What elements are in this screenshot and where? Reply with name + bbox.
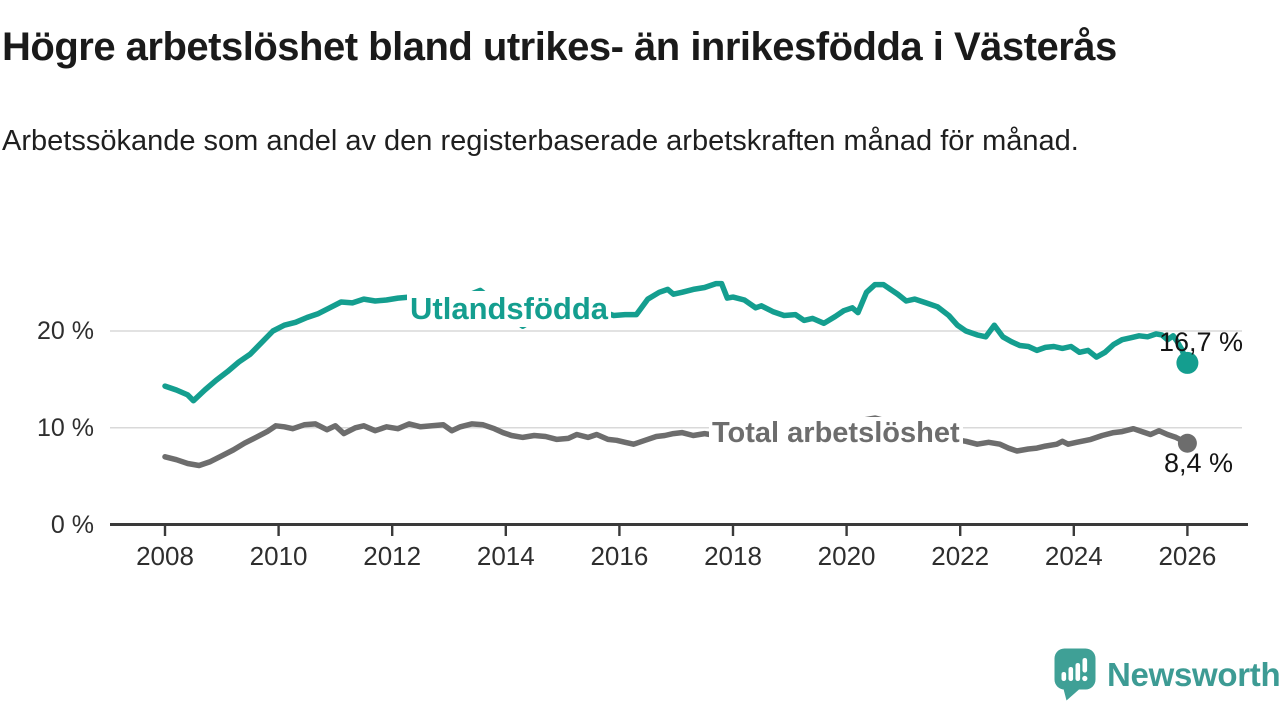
x-tick-label-2024: 2024 [1044,541,1103,571]
x-tick-label-2022: 2022 [931,541,990,571]
series-label-utlandsfodda: Utlandsfödda [407,291,612,327]
end-value-label-utlandsfodda: 16,7 % [1159,327,1244,357]
end-dot-utlandsfodda [1176,351,1199,374]
x-tick-label-2026: 2026 [1158,541,1217,571]
x-tick-label-2018: 2018 [704,541,762,571]
end-dot-total [1177,433,1197,453]
x-tick-label-2014: 2014 [476,541,535,571]
chart-title: Högre arbetslöshet bland utrikes- än inr… [2,25,1117,69]
x-tick-label-2016: 2016 [590,541,649,571]
x-tick-label-2020: 2020 [817,541,876,571]
end-value-label-total: 8,4 % [1164,448,1234,478]
series-label-total-arbetsloshet: Total arbetslöshet [709,417,963,450]
newsworthy-chart-bubble-icon [1054,648,1096,701]
newsworthy-wordmark: Newsworthy [1107,655,1280,693]
series-line-utlandsfodda [162,280,1191,404]
newsworthy-logo: Newsworthy [1054,648,1280,701]
y-tick-label-10: 10 % [37,413,94,442]
chart-subtitle: Arbetssökande som andel av den registerb… [2,125,1079,157]
x-tick-label-2012: 2012 [363,541,422,571]
x-tick-label-2010: 2010 [249,541,308,571]
y-tick-label-0: 0 % [50,510,94,539]
series-line-total [162,415,1191,469]
y-tick-label-20: 20 % [37,317,94,345]
x-tick-label-2008: 2008 [136,541,194,571]
